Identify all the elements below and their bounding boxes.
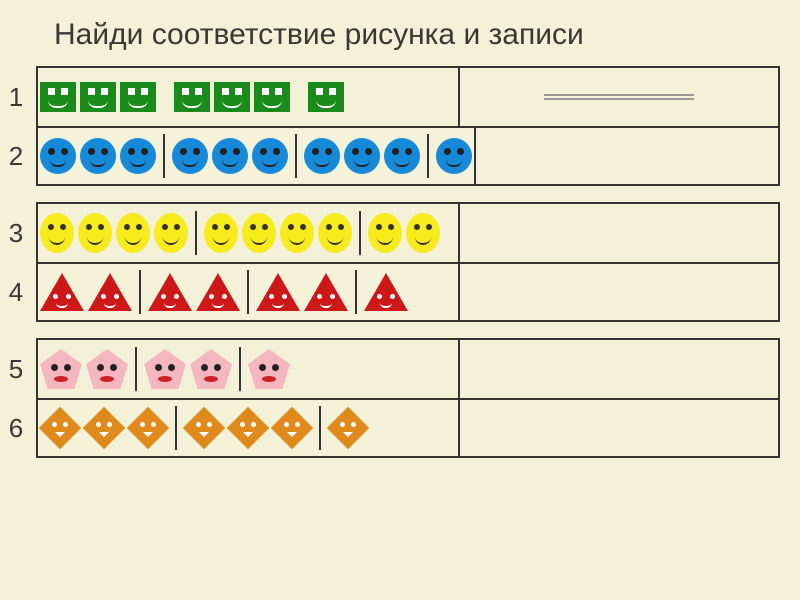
triangle-icon [88, 273, 132, 311]
square-icon [174, 82, 210, 112]
diamond-icon [84, 408, 124, 448]
row-number: 5 [2, 354, 30, 385]
square-icon [120, 82, 156, 112]
row-number: 2 [2, 141, 30, 172]
square-icon [40, 82, 76, 112]
group-divider [175, 406, 177, 450]
oval-icon [318, 213, 352, 253]
triangle-icon [148, 273, 192, 311]
diamond-icon [328, 408, 368, 448]
table-row: 6 [38, 398, 778, 456]
square-icon [214, 82, 250, 112]
triangle-icon [364, 273, 408, 311]
table-row: 3 [38, 204, 778, 262]
answer-cell[interactable] [458, 204, 778, 262]
square-icon [80, 82, 116, 112]
table-row: 4 [38, 262, 778, 320]
pentagon-icon [248, 349, 290, 389]
triangle-icon [40, 273, 84, 311]
group-divider [319, 406, 321, 450]
row-block: 56 [36, 338, 780, 458]
triangle-icon [256, 273, 300, 311]
oval-icon [78, 213, 112, 253]
row-number: 1 [2, 82, 30, 113]
diamond-icon [228, 408, 268, 448]
circle-icon [212, 138, 248, 174]
oval-icon [406, 213, 440, 253]
circle-icon [344, 138, 380, 174]
row-number: 3 [2, 218, 30, 249]
group-divider [195, 211, 197, 255]
group-divider [427, 134, 429, 178]
diamond-icon [128, 408, 168, 448]
row-block: 34 [36, 202, 780, 322]
row-block: 12 [36, 66, 780, 186]
answer-cell[interactable] [474, 128, 778, 184]
answer-cell[interactable] [458, 400, 778, 456]
shapes-cell [38, 128, 474, 184]
circle-icon [252, 138, 288, 174]
group-divider [139, 270, 141, 314]
shapes-cell [38, 205, 458, 261]
circle-icon [384, 138, 420, 174]
group-divider [135, 347, 137, 391]
diamond-icon [184, 408, 224, 448]
oval-icon [154, 213, 188, 253]
circle-icon [40, 138, 76, 174]
shapes-cell [38, 400, 458, 456]
triangle-icon [304, 273, 348, 311]
shapes-cell [38, 341, 458, 397]
page-title: Найди соответствие рисунка и записи [0, 0, 800, 66]
oval-icon [280, 213, 314, 253]
answer-cell[interactable] [458, 68, 778, 126]
table-row: 5 [38, 340, 778, 398]
pentagon-icon [190, 349, 232, 389]
oval-icon [40, 213, 74, 253]
circle-icon [120, 138, 156, 174]
group-divider [359, 211, 361, 255]
table-row: 1 [38, 68, 778, 126]
answer-line [544, 94, 694, 100]
group-divider [247, 270, 249, 314]
circle-icon [436, 138, 472, 174]
pentagon-icon [144, 349, 186, 389]
group-divider [163, 134, 165, 178]
oval-icon [368, 213, 402, 253]
oval-icon [116, 213, 150, 253]
square-icon [254, 82, 290, 112]
circle-icon [172, 138, 208, 174]
group-divider [355, 270, 357, 314]
group-divider [295, 134, 297, 178]
triangle-icon [196, 273, 240, 311]
answer-cell[interactable] [458, 264, 778, 320]
pentagon-icon [40, 349, 82, 389]
diamond-icon [40, 408, 80, 448]
circle-icon [304, 138, 340, 174]
oval-icon [242, 213, 276, 253]
group-divider [239, 347, 241, 391]
table-row: 2 [38, 126, 778, 184]
answer-cell[interactable] [458, 340, 778, 398]
circle-icon [80, 138, 116, 174]
oval-icon [204, 213, 238, 253]
worksheet: 123456 [0, 66, 800, 458]
shapes-cell [38, 76, 458, 118]
shapes-cell [38, 264, 458, 320]
row-number: 6 [2, 413, 30, 444]
pentagon-icon [86, 349, 128, 389]
square-icon [308, 82, 344, 112]
row-number: 4 [2, 277, 30, 308]
diamond-icon [272, 408, 312, 448]
